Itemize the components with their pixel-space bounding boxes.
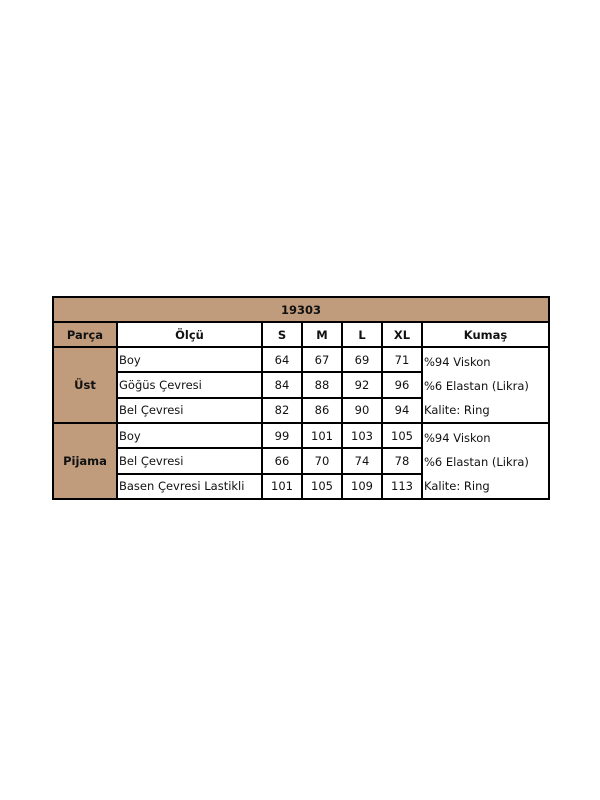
part-label: Pijama bbox=[52, 422, 118, 500]
fabric-line: %6 Elastan (Likra) bbox=[424, 455, 529, 469]
measure-label: Göğüs Çevresi bbox=[116, 371, 263, 399]
fabric-line: %94 Viskon bbox=[424, 355, 491, 369]
fabric-cell: %94 Viskon %6 Elastan (Likra) Kalite: Ring bbox=[420, 346, 551, 424]
header-size-s: S bbox=[261, 321, 303, 348]
size-value: 96 bbox=[381, 371, 423, 399]
table-row: Göğüs Çevresi 84 88 92 96 bbox=[53, 371, 549, 399]
header-size-xl: XL bbox=[381, 321, 423, 348]
size-value: 86 bbox=[301, 396, 343, 425]
measure-label: Boy bbox=[116, 421, 263, 450]
size-value: 109 bbox=[341, 472, 383, 501]
size-value: 101 bbox=[261, 472, 303, 501]
measure-label: Boy bbox=[116, 345, 263, 374]
measure-label: Basen Çevresi Lastikli bbox=[116, 472, 263, 501]
size-chart-table: 19303 Parça Ölçü S M L XL Kumaş Üst Boy 64… bbox=[51, 296, 551, 501]
size-value: 101 bbox=[301, 421, 343, 450]
size-value: 71 bbox=[381, 345, 423, 374]
table-row: Pijama Boy 99 101 103 105 %94 Viskon %6 Elastan… bbox=[52, 421, 551, 500]
size-value: 64 bbox=[261, 345, 303, 374]
header-part: Parça bbox=[52, 321, 118, 348]
table-row: Basen Çevresi Lastikli 101 105 109 113 bbox=[53, 472, 549, 501]
size-value: 74 bbox=[341, 447, 383, 475]
size-value: 113 bbox=[381, 472, 423, 501]
size-value: 84 bbox=[261, 371, 303, 399]
size-value: 69 bbox=[341, 345, 383, 374]
measure-label: Bel Çevresi bbox=[116, 396, 263, 425]
size-value: 70 bbox=[301, 447, 343, 475]
product-code: 19303 bbox=[51, 296, 551, 323]
fabric-cell: %94 Viskon %6 Elastan (Likra) Kalite: Ring bbox=[420, 422, 551, 500]
size-value: 92 bbox=[341, 371, 383, 399]
fabric-line: Kalite: Ring bbox=[424, 403, 490, 417]
header-fabric: Kumaş bbox=[420, 321, 551, 348]
size-value: 105 bbox=[301, 472, 343, 501]
header-row: Parça Ölçü S M L XL Kumaş bbox=[52, 321, 551, 348]
size-value: 103 bbox=[341, 421, 383, 450]
table-row: Bel Çevresi 66 70 74 78 bbox=[53, 447, 549, 475]
size-value: 82 bbox=[261, 396, 303, 425]
header-measure: Ölçü bbox=[116, 321, 263, 348]
size-value: 78 bbox=[381, 447, 423, 475]
fabric-line: %6 Elastan (Likra) bbox=[424, 379, 529, 393]
table-row: Bel Çevresi 82 86 90 94 bbox=[53, 396, 549, 425]
size-value: 90 bbox=[341, 396, 383, 425]
table-row: Üst Boy 64 67 69 71 %94 Viskon %6 Elastan (Likr… bbox=[52, 345, 551, 424]
header-size-m: M bbox=[301, 321, 343, 348]
measure-label: Bel Çevresi bbox=[116, 447, 263, 475]
size-value: 88 bbox=[301, 371, 343, 399]
header-size-l: L bbox=[341, 321, 383, 348]
size-value: 105 bbox=[381, 421, 423, 450]
size-value: 67 bbox=[301, 345, 343, 374]
title-row: 19303 bbox=[51, 296, 551, 323]
fabric-line: Kalite: Ring bbox=[424, 479, 490, 493]
size-value: 94 bbox=[381, 396, 423, 425]
fabric-line: %94 Viskon bbox=[424, 431, 491, 445]
size-value: 66 bbox=[261, 447, 303, 475]
size-value: 99 bbox=[261, 421, 303, 450]
part-label: Üst bbox=[52, 346, 118, 424]
